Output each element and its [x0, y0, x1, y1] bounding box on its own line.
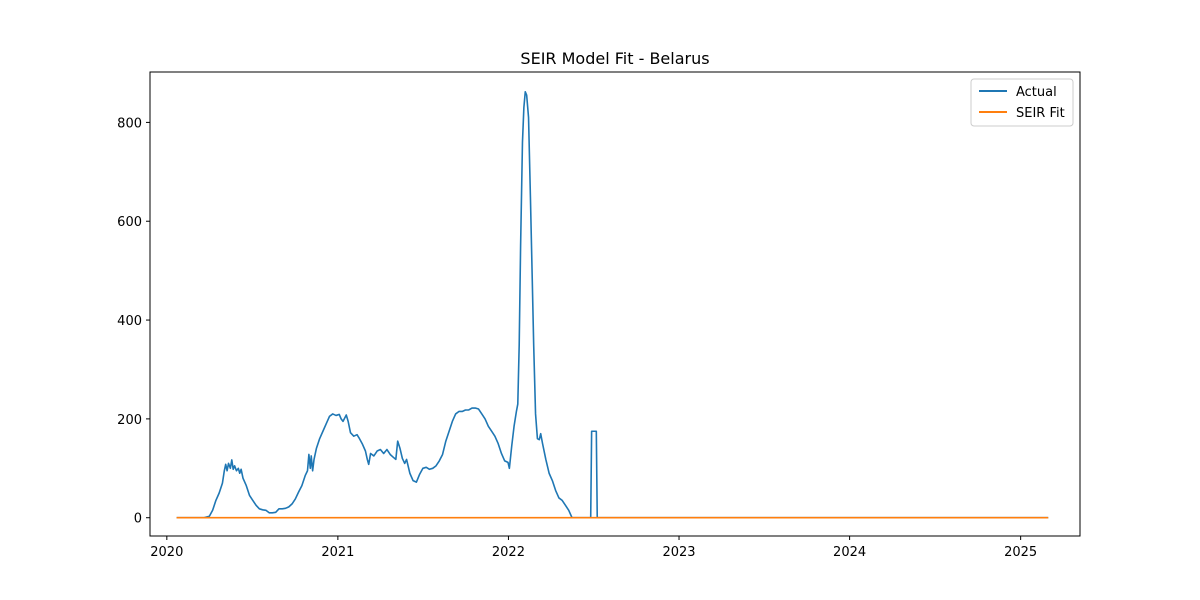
- y-tick-label: 600: [117, 215, 142, 230]
- y-tick-label: 400: [117, 314, 142, 329]
- series-layer: [176, 90, 1049, 519]
- x-tick-label: 2023: [662, 545, 695, 560]
- y-tick-label: 0: [134, 512, 142, 527]
- x-tick-label: 2024: [833, 545, 866, 560]
- y-tick-label: 800: [117, 116, 142, 131]
- x-tick-label: 2025: [1004, 545, 1037, 560]
- legend-label-actual: Actual: [1016, 85, 1057, 100]
- x-tick-label: 2020: [150, 545, 183, 560]
- y-tick-label: 200: [117, 413, 142, 428]
- x-tick-label: 2021: [321, 545, 354, 560]
- x-tick-label: 2022: [492, 545, 525, 560]
- chart-title: SEIR Model Fit - Belarus: [520, 49, 709, 68]
- legend-label-seir: SEIR Fit: [1016, 106, 1065, 121]
- legend: Actual SEIR Fit: [970, 78, 1074, 127]
- x-axis-ticks: 2020 2021 2022 2023 2024 2025: [150, 536, 1037, 560]
- y-axis-ticks: 0 200 400 600 800: [117, 116, 150, 527]
- axes-frame: [149, 71, 1081, 537]
- series-line-actual: [176, 90, 1049, 519]
- plot-area: [149, 71, 1081, 537]
